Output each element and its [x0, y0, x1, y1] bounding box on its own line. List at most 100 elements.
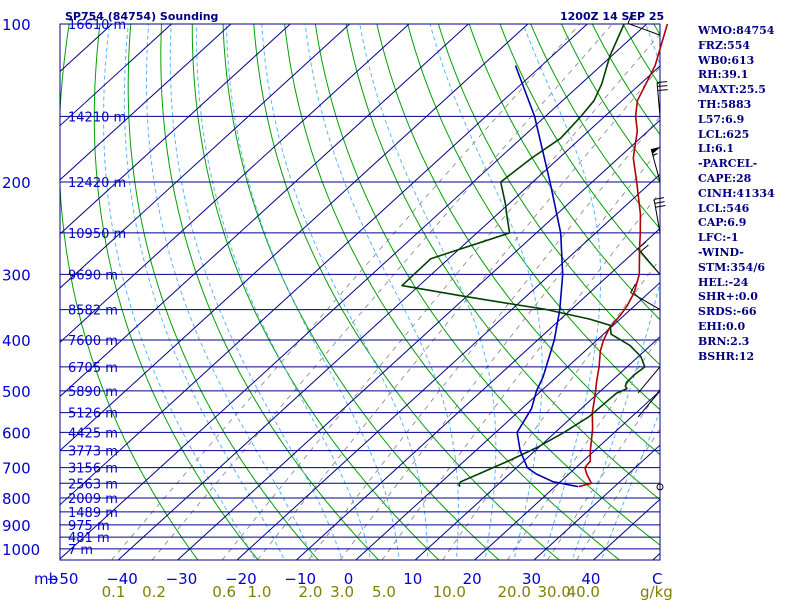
height-label: 3156 m — [68, 462, 118, 477]
mixing-ratio-label: 0.6 — [212, 583, 236, 600]
height-label: 12420 m — [68, 176, 126, 191]
index-item: HEL:-24 — [698, 275, 749, 289]
pressure-label: 500 — [2, 383, 31, 401]
index-item: STM:354/6 — [698, 260, 765, 274]
mixing-ratio-label: 0.2 — [142, 583, 166, 600]
datetime-label: 1200Z 14 SEP 25 — [560, 10, 664, 23]
dry-adiabat — [222, 24, 500, 560]
pressure-label: 700 — [2, 460, 31, 478]
barb-staff — [627, 23, 661, 36]
temperature-tick: 40 — [581, 570, 600, 588]
isotherm — [473, 390, 660, 560]
barb-staff — [637, 248, 661, 275]
plot-frame — [59, 23, 661, 561]
temperature-tick: −30 — [166, 570, 198, 588]
wind-barb — [627, 13, 661, 36]
index-item: TH:5883 — [698, 97, 752, 111]
wind-barb — [630, 283, 661, 311]
dry-adiabat — [253, 24, 561, 560]
barb-flag — [657, 85, 668, 88]
height-label: 5890 m — [68, 385, 118, 400]
index-item: RH:39.1 — [698, 68, 749, 82]
height-label: 14210 m — [68, 110, 126, 125]
isotherm — [60, 24, 291, 235]
index-item: WB0:613 — [698, 53, 755, 67]
height-label: 7600 m — [68, 334, 118, 349]
index-item: SHR+:0.0 — [698, 290, 758, 304]
height-label: 975 m — [68, 519, 110, 534]
index-item: BRN:2.3 — [698, 334, 750, 348]
temperature-tick: −50 — [47, 570, 79, 588]
calm-marker — [656, 483, 664, 491]
wind-barb-axis — [627, 13, 668, 491]
isotherm — [60, 24, 410, 343]
mixing-ratio-line — [151, 24, 613, 560]
indices-panel: WMO:84754 FRZ:554 WB0:613 RH:39.1 MAXT:25.5 T… — [698, 24, 798, 364]
index-item: LCL:625 — [698, 127, 750, 141]
pressure-label: 300 — [2, 266, 31, 284]
mixing-ratio-lines — [111, 24, 660, 560]
isotherm — [176, 119, 660, 560]
barb-staff — [637, 366, 661, 394]
moist-adiabat — [102, 24, 256, 560]
index-item: LCL:546 — [698, 201, 750, 215]
temperature-tick: 30 — [522, 570, 541, 588]
isotherm — [355, 281, 660, 560]
index-item: L57:6.9 — [698, 112, 745, 126]
isotherm — [60, 24, 648, 560]
height-label: 2009 m — [68, 492, 118, 507]
index-item: -WIND- — [698, 245, 744, 259]
mixing-ratio-line — [547, 388, 660, 560]
index-item: LI:6.1 — [698, 142, 735, 156]
mixing-ratio-label: 0.1 — [102, 583, 126, 600]
dewpoint-line — [401, 23, 646, 487]
height-label: 7 m — [68, 543, 93, 558]
barb-staff — [650, 149, 661, 183]
pressure-label: 1000 — [2, 541, 40, 559]
index-item: BSHR:12 — [698, 349, 755, 363]
moist-adiabat — [225, 24, 400, 560]
mixing-ratio-unit: g/kg — [640, 583, 673, 600]
index-item: EHI:0.0 — [698, 319, 746, 333]
background-grid — [59, 23, 661, 561]
station-title: SP754 (84754) Sounding — [65, 10, 218, 23]
isotherm — [533, 444, 660, 560]
height-label: 1489 m — [68, 506, 118, 521]
dry-adiabat — [284, 24, 621, 560]
barb-flag — [656, 81, 668, 84]
mixing-ratio-label: 20.0 — [498, 583, 531, 600]
dry-adiabat — [437, 24, 660, 366]
mixing-ratio-line — [221, 33, 660, 560]
isotherm — [295, 227, 660, 560]
pressure-label: 600 — [2, 424, 31, 442]
dry-adiabat — [60, 24, 199, 560]
barb-staff — [630, 292, 661, 311]
pressure-unit-label: mb — [34, 570, 58, 588]
barb-staff — [656, 82, 661, 117]
mixing-ratio-label: 30.0 — [537, 583, 570, 600]
isotherm — [117, 65, 660, 560]
moist-adiabat — [304, 24, 459, 560]
index-item: SRDS:-66 — [698, 305, 757, 319]
sounding-profiles — [401, 23, 669, 488]
isotherm — [60, 24, 588, 506]
height-label: 2563 m — [68, 477, 118, 492]
temperature-tick: 0 — [344, 570, 354, 588]
index-item: FRZ:554 — [698, 38, 751, 52]
height-label: 3773 m — [68, 445, 118, 460]
mixing-ratio-label: 3.0 — [330, 583, 354, 600]
mixing-ratio-line — [111, 24, 581, 560]
mixing-ratio-label: 2.0 — [299, 583, 323, 600]
wind-barb — [637, 366, 661, 394]
isotherm — [60, 24, 470, 398]
moist-adiabat — [429, 24, 543, 560]
temperature-tick: 10 — [403, 570, 422, 588]
wind-barb — [656, 483, 664, 491]
temperature-unit-label: C — [652, 570, 662, 588]
isotherm — [414, 336, 660, 560]
barb-flag — [640, 244, 649, 252]
index-item: CAP:6.9 — [698, 216, 747, 230]
moist-adiabat — [522, 24, 602, 560]
barb-flag — [657, 89, 668, 92]
